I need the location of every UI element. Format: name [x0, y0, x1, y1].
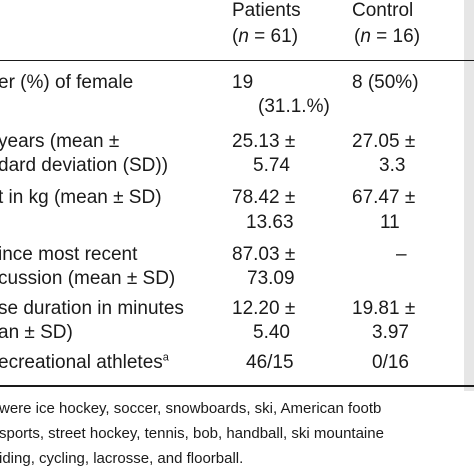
- cell-patients-female-pct: (31.1.%): [258, 96, 330, 117]
- cell-patients-duration-sd: 5.40: [253, 322, 290, 343]
- row-label-age: years (mean ±: [0, 131, 120, 152]
- row-label-duration-cont: an ± SD): [0, 322, 73, 343]
- footnote-marker: a: [162, 351, 169, 364]
- footnote-line-1: were ice hockey, soccer, snowboards, ski…: [0, 400, 382, 417]
- cell-control-age-sd: 3.3: [379, 155, 406, 176]
- row-label-female: er (%) of female: [0, 72, 134, 93]
- cell-patients-age: 25.13 ±: [232, 131, 296, 152]
- row-label-weight: t in kg (mean ± SD): [0, 187, 162, 208]
- row-label-athletes: ecreational athletesa: [0, 352, 169, 374]
- cell-control-athletes: 0/16: [372, 352, 409, 373]
- cell-control-time-since: –: [396, 244, 407, 265]
- row-label-time-since: ince most recent: [0, 244, 138, 265]
- col-header-patients-n: (n = 61): [232, 26, 299, 47]
- cell-control-weight-sd: 11: [380, 212, 400, 233]
- cell-patients-athletes: 46/15: [246, 352, 294, 373]
- cell-patients-weight-sd: 13.63: [246, 212, 294, 233]
- cell-patients-weight: 78.42 ±: [232, 187, 296, 208]
- row-label-age-cont: dard deviation (SD)): [0, 155, 169, 176]
- cell-patients-age-sd: 5.74: [253, 155, 290, 176]
- cell-control-age: 27.05 ±: [352, 131, 416, 152]
- cell-patients-female: 19: [232, 72, 254, 93]
- cell-patients-duration: 12.20 ±: [232, 298, 296, 319]
- header-rule: [0, 60, 474, 61]
- cell-patients-time-since-sd: 73.09: [247, 268, 295, 289]
- col-header-patients: Patients: [232, 0, 301, 21]
- footnote-line-2: sports, street hockey, tennis, bob, hand…: [0, 425, 384, 442]
- cell-control-duration: 19.81 ±: [352, 298, 416, 319]
- table-bottom-rule: [0, 385, 474, 387]
- row-label-athletes-text: ecreational athletes: [0, 352, 163, 373]
- col-header-control: Control: [352, 0, 414, 21]
- col-header-control-n: (n = 16): [354, 26, 421, 47]
- page-edge-shade: [464, 0, 474, 391]
- row-label-duration: se duration in minutes: [0, 298, 184, 319]
- footnote-line-3: iding, cycling, lacrosse, and floorball.: [0, 450, 244, 467]
- cell-control-weight: 67.47 ±: [352, 187, 416, 208]
- row-label-time-since-cont: cussion (mean ± SD): [0, 268, 176, 289]
- cell-control-duration-sd: 3.97: [372, 322, 409, 343]
- cell-control-female: 8 (50%): [352, 72, 419, 93]
- cell-patients-time-since: 87.03 ±: [232, 244, 296, 265]
